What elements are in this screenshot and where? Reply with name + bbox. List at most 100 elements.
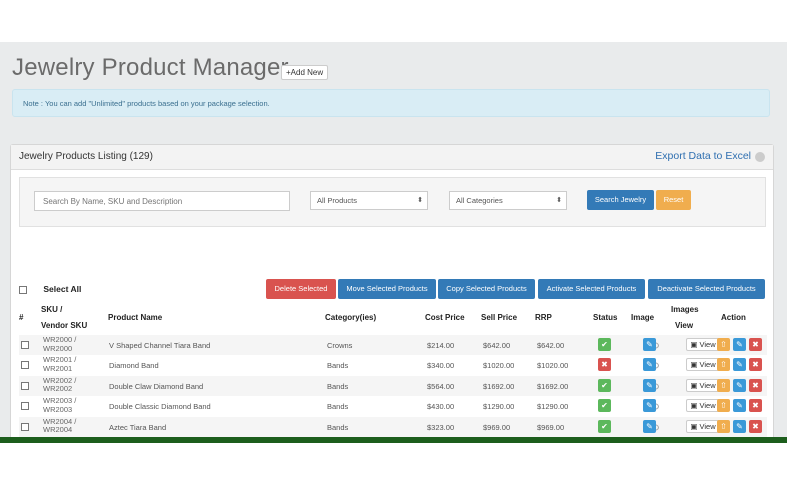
edit-image-icon[interactable]: ✎: [643, 419, 656, 433]
rrp-price: $1692.00: [537, 381, 569, 391]
categories-select[interactable]: All Categories ⬍: [449, 191, 567, 210]
delete-icon[interactable]: ✖: [749, 358, 762, 372]
view-images-button[interactable]: ▣ View: [686, 358, 720, 372]
page-title: Jewelry Product Manager: [12, 54, 289, 81]
move-selected-button[interactable]: Move Selected Products: [338, 279, 436, 299]
delete-icon[interactable]: ✖: [749, 419, 762, 433]
product-name: Double Claw Diamond Band: [109, 381, 204, 391]
edit-image-icon[interactable]: ✎: [643, 358, 656, 372]
rrp-price: $642.00: [537, 341, 565, 350]
view-images-button[interactable]: ▣ View: [686, 338, 720, 351]
search-input[interactable]: [34, 191, 290, 211]
categories-select-value: All Categories: [456, 196, 503, 205]
delete-icon[interactable]: ✖: [749, 399, 762, 413]
vendor-sku-value: WR2000: [43, 343, 73, 353]
sku-value: WR2000 /: [43, 335, 77, 344]
delete-icon[interactable]: ✖: [749, 338, 762, 351]
filter-bar: All Products ⬍ All Categories ⬍ Search J…: [19, 177, 766, 227]
status-active-icon[interactable]: ✔: [598, 399, 611, 413]
copy-selected-button[interactable]: Copy Selected Products: [438, 279, 535, 299]
delete-selected-button[interactable]: Delete Selected: [266, 279, 336, 299]
export-excel-link[interactable]: Export Data to Excel: [655, 150, 751, 162]
products-select-value: All Products: [317, 196, 358, 205]
col-name-header: Product Name: [108, 313, 163, 322]
page-background: Jewelry Product Manager +Add New Note : …: [0, 42, 787, 438]
select-arrows-icon: ⬍: [556, 197, 562, 204]
sell-price: $1020.00: [483, 361, 515, 371]
edit-image-icon[interactable]: ✎: [643, 338, 656, 351]
sell-price: $642.00: [483, 341, 511, 350]
table-row: WR2004 /WR2004 Aztec Tiara Band Bands $323.…: [19, 416, 767, 437]
col-images-header: Images: [671, 305, 699, 314]
products-select[interactable]: All Products ⬍: [310, 191, 428, 210]
select-all-checkbox[interactable]: [19, 285, 27, 294]
status-inactive-icon[interactable]: ✖: [598, 358, 611, 372]
reset-button[interactable]: Reset: [656, 190, 691, 210]
sku-value: WR2003 /: [43, 396, 77, 406]
add-new-button[interactable]: +Add New: [281, 65, 329, 80]
product-name: V Shaped Channel Tiara Band: [109, 341, 211, 350]
product-category: Bands: [327, 381, 349, 391]
product-category: Crowns: [327, 341, 353, 350]
upload-icon[interactable]: ⇧: [717, 399, 730, 413]
row-checkbox[interactable]: [21, 422, 29, 431]
table-row: WR2000 /WR2000 V Shaped Channel Tiara Ban…: [19, 335, 767, 355]
rrp-price: $1290.00: [537, 402, 569, 412]
products-panel: Jewelry Products Listing (129) Export Da…: [10, 144, 774, 438]
status-active-icon[interactable]: ✔: [598, 378, 611, 392]
upload-icon[interactable]: ⇧: [717, 358, 730, 372]
table-row: WR2002 /WR2002 Double Claw Diamond Band Ba…: [19, 375, 767, 396]
rrp-price: $969.00: [537, 422, 565, 432]
status-active-icon[interactable]: ✔: [598, 338, 611, 351]
edit-icon[interactable]: ✎: [733, 358, 746, 372]
activate-selected-button[interactable]: Activate Selected Products: [538, 279, 645, 299]
upload-icon[interactable]: ⇧: [717, 338, 730, 351]
row-checkbox[interactable]: [21, 341, 29, 349]
view-images-button[interactable]: ▣ View: [686, 378, 720, 392]
cost-price: $564.00: [427, 381, 455, 391]
select-all[interactable]: Select All: [19, 284, 81, 294]
edit-image-icon[interactable]: ✎: [643, 399, 656, 413]
row-checkbox[interactable]: [21, 381, 29, 390]
product-category: Bands: [327, 422, 349, 432]
view-label: View: [699, 380, 716, 390]
col-image-header: Image: [631, 313, 655, 322]
delete-icon[interactable]: ✖: [749, 378, 762, 392]
edit-icon[interactable]: ✎: [733, 399, 746, 413]
row-sku: WR2003 /WR2003: [43, 396, 77, 414]
status-active-icon[interactable]: ✔: [598, 419, 611, 433]
table-row: WR2001 /WR2001 Diamond Band Bands $340.00 $1…: [19, 355, 767, 375]
row-checkbox[interactable]: [21, 402, 29, 411]
select-all-label: Select All: [43, 284, 82, 294]
col-cost-header: Cost Price: [425, 313, 465, 322]
vendor-sku-value: WR2004: [43, 425, 73, 435]
col-status-header: Status: [593, 313, 618, 322]
bottom-bar: [0, 437, 787, 443]
vendor-sku-value: WR2003: [43, 404, 73, 414]
export-arrow-icon[interactable]: [755, 152, 765, 162]
sku-value: WR2002 /: [43, 375, 77, 385]
product-name: Diamond Band: [109, 361, 159, 371]
deactivate-selected-button[interactable]: Deactivate Selected Products: [648, 279, 765, 299]
sell-price: $1692.00: [483, 381, 515, 391]
view-label: View: [699, 360, 716, 370]
view-label: View: [699, 421, 716, 431]
row-sku: WR2004 /WR2004: [43, 417, 76, 435]
upload-icon[interactable]: ⇧: [717, 419, 730, 433]
view-images-button[interactable]: ▣ View: [686, 399, 720, 413]
search-jewelry-button[interactable]: Search Jewelry: [587, 190, 654, 210]
edit-icon[interactable]: ✎: [733, 378, 746, 392]
view-images-button[interactable]: ▣ View: [686, 419, 720, 433]
edit-icon[interactable]: ✎: [733, 338, 746, 351]
col-sell-header: Sell Price: [481, 313, 518, 322]
row-sku: WR2001 /WR2001: [43, 356, 76, 373]
rrp-price: $1020.00: [537, 361, 569, 371]
edit-icon[interactable]: ✎: [733, 419, 746, 433]
row-sku: WR2002 /WR2002: [43, 375, 77, 394]
edit-image-icon[interactable]: ✎: [643, 378, 656, 392]
row-checkbox[interactable]: [21, 361, 29, 370]
upload-icon[interactable]: ⇧: [717, 378, 730, 392]
row-sku: WR2000 /WR2000: [43, 335, 77, 353]
col-category-header: Category(ies): [325, 313, 377, 322]
col-vendor-sku-header: Vendor SKU: [41, 321, 88, 330]
